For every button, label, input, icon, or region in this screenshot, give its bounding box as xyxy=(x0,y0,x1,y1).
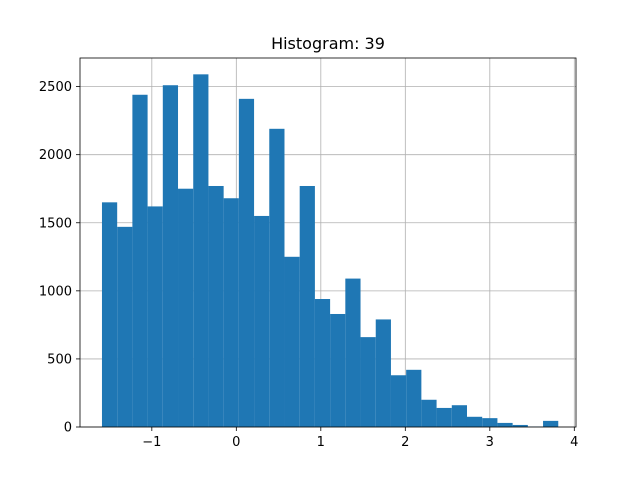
histogram-bar xyxy=(254,215,270,427)
histogram-bars xyxy=(101,74,559,428)
x-tick-label: 4 xyxy=(570,435,578,450)
histogram-bar xyxy=(117,226,133,427)
histogram-bar xyxy=(178,188,194,427)
y-tick-label: 1000 xyxy=(39,284,72,299)
histogram-bar xyxy=(223,198,239,427)
y-tick-label: 2000 xyxy=(39,148,72,163)
histogram-bar xyxy=(193,74,209,428)
histogram-bar xyxy=(101,202,118,427)
histogram-bar xyxy=(299,185,315,427)
x-tick-label: 1 xyxy=(317,435,325,450)
histogram-bar xyxy=(345,278,361,427)
y-tick-label: 0 xyxy=(64,421,72,436)
histogram-bar xyxy=(482,418,498,427)
histogram-bar xyxy=(360,337,376,427)
histogram-bar xyxy=(466,416,483,427)
histogram-bar xyxy=(436,407,452,427)
x-tick-label: 3 xyxy=(486,435,494,450)
y-tick-label: 1500 xyxy=(39,216,72,231)
x-tick-label: 0 xyxy=(232,435,240,450)
histogram-bar xyxy=(208,185,224,427)
histogram-bar xyxy=(269,128,285,427)
histogram-bar xyxy=(451,405,467,427)
histogram-bar xyxy=(390,375,407,427)
histogram-bar xyxy=(543,420,559,427)
histogram-bar xyxy=(147,206,163,427)
histogram-bar xyxy=(314,299,331,427)
histogram-bar xyxy=(238,98,255,428)
chart-title: Histogram: 39 xyxy=(271,34,385,53)
axes-frame xyxy=(79,57,577,428)
histogram-bar xyxy=(162,85,179,427)
histogram-bar xyxy=(132,94,148,427)
y-tick-label: 2500 xyxy=(39,80,72,95)
x-tick-label: −1 xyxy=(142,435,161,450)
histogram-bar xyxy=(512,424,528,427)
x-tick-label: 2 xyxy=(401,435,409,450)
y-tick-label: 500 xyxy=(47,352,72,367)
histogram-bar xyxy=(330,313,346,427)
histogram-bar xyxy=(406,369,422,427)
histogram-bar xyxy=(421,399,437,427)
histogram-bar xyxy=(375,319,391,427)
histogram-bar xyxy=(497,422,513,427)
axes: −1 0 1 2 3 4 0 500 1000 1500 2000 2500 xyxy=(39,57,578,450)
histogram-bar xyxy=(284,256,300,427)
